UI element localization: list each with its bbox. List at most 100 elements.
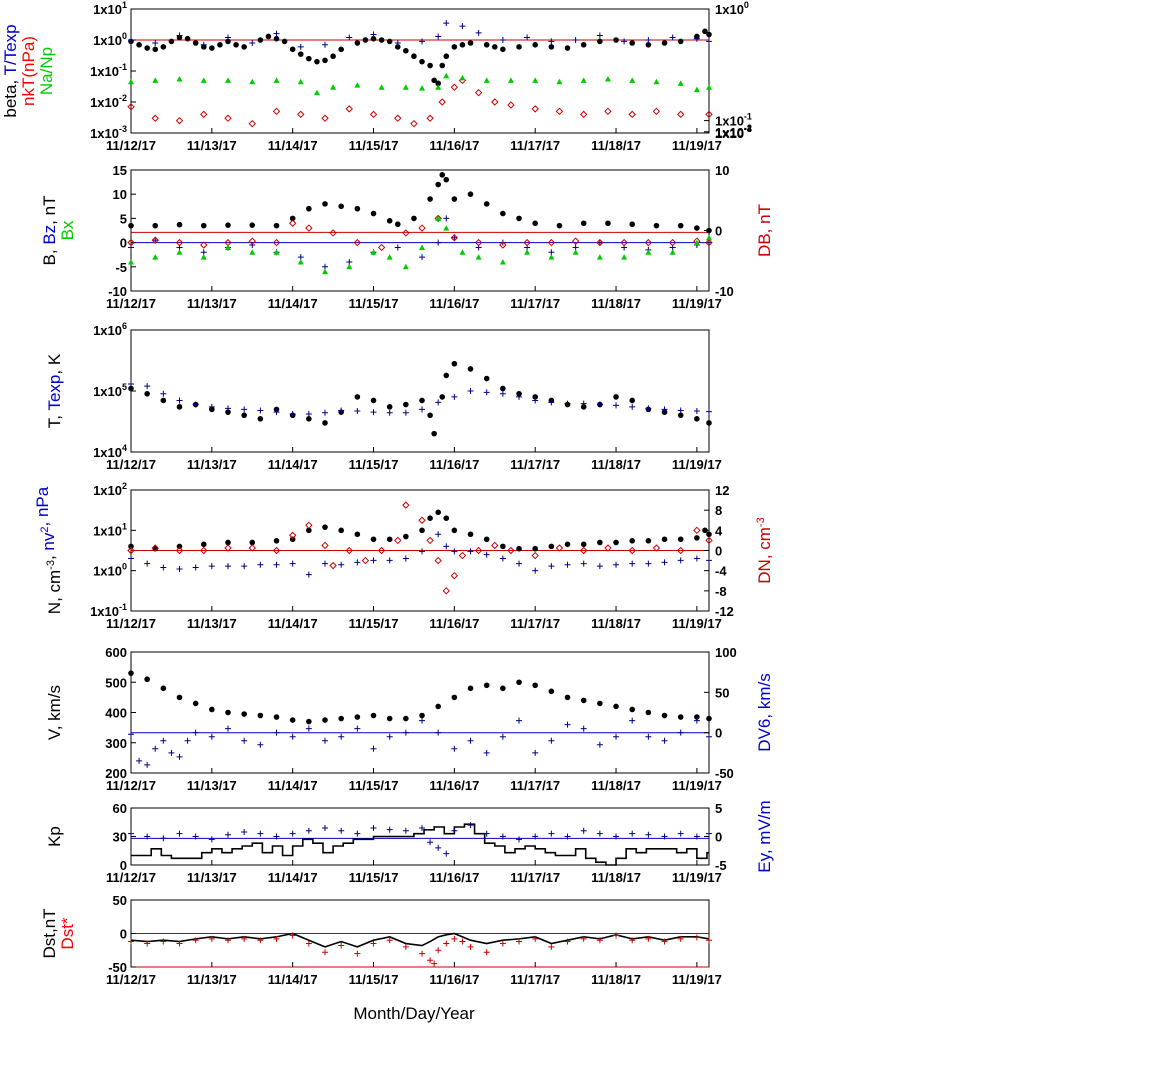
- x-tick-label: 11/15/17: [349, 972, 399, 987]
- data-point: [160, 397, 167, 404]
- y-axis-label: B, Bz, nT: [40, 196, 59, 266]
- data-point: [556, 78, 563, 85]
- data-point: [225, 709, 231, 716]
- data-point: [225, 405, 232, 412]
- data-point: [241, 935, 248, 942]
- data-point: [475, 29, 482, 36]
- x-tick-label: 11/12/17: [106, 296, 156, 311]
- data-point: [532, 394, 538, 400]
- y-tick-label: -5: [115, 260, 127, 275]
- data-point: [499, 390, 506, 397]
- data-point: [693, 526, 701, 535]
- data-point: [289, 536, 296, 543]
- data-point: [645, 935, 652, 942]
- y2-tick-label: 0: [715, 726, 722, 741]
- series-t: [128, 360, 712, 437]
- y2-tick-label: 1x10-2: [715, 123, 752, 140]
- data-point: [272, 546, 281, 555]
- data-point: [176, 397, 183, 404]
- y-tick-label: 1x100: [93, 31, 127, 48]
- data-point: [168, 38, 175, 45]
- data-point: [160, 390, 167, 397]
- data-point: [451, 694, 458, 701]
- data-point: [427, 196, 433, 202]
- x-tick-label: 11/14/17: [268, 870, 318, 885]
- data-point: [208, 733, 215, 740]
- y2-tick-label: 0: [715, 224, 722, 239]
- data-point: [192, 729, 199, 736]
- data-point: [305, 410, 312, 417]
- x-tick-label: 11/19/17: [672, 296, 722, 311]
- data-point: [257, 937, 264, 944]
- data-point: [338, 715, 344, 722]
- data-point: [322, 268, 329, 275]
- data-point: [661, 938, 668, 945]
- data-point: [322, 41, 329, 48]
- data-point: [338, 827, 345, 834]
- data-point: [564, 45, 571, 51]
- data-point: [411, 215, 417, 222]
- data-point: [645, 42, 652, 48]
- data-point: [370, 249, 377, 255]
- data-point: [604, 544, 612, 552]
- data-point: [208, 836, 215, 843]
- data-point: [580, 404, 587, 410]
- data-point: [706, 84, 712, 90]
- data-point: [176, 694, 183, 701]
- y-tick-label: 30: [113, 830, 127, 845]
- data-point: [225, 725, 232, 732]
- x-tick-label: 11/12/17: [106, 870, 156, 885]
- data-point: [176, 221, 183, 228]
- data-point: [451, 827, 458, 834]
- data-point: [402, 827, 409, 834]
- data-point: [443, 53, 450, 60]
- data-point: [321, 541, 329, 550]
- data-point: [450, 83, 459, 91]
- series-n: [128, 509, 712, 552]
- data-point: [435, 729, 442, 736]
- data-point: [144, 45, 150, 51]
- x-tick-label: 11/19/17: [672, 972, 722, 987]
- data-point: [241, 406, 248, 413]
- data-point: [248, 237, 256, 245]
- data-point: [322, 201, 328, 207]
- data-point: [613, 37, 619, 43]
- data-point: [248, 119, 256, 128]
- data-point: [516, 679, 522, 686]
- data-point: [431, 77, 437, 84]
- data-point: [555, 544, 564, 552]
- x-tick-label: 11/13/17: [187, 138, 237, 153]
- data-point: [418, 516, 426, 524]
- data-point: [225, 222, 231, 228]
- y-tick-label: 0: [120, 927, 127, 942]
- data-point: [450, 234, 459, 242]
- data-point: [676, 110, 685, 119]
- data-point: [483, 682, 490, 689]
- data-point: [378, 84, 385, 90]
- y2-axis-label-part: DV6, km/s: [755, 673, 774, 751]
- data-point: [499, 241, 507, 249]
- data-point: [200, 222, 207, 229]
- data-point: [419, 406, 426, 413]
- data-point: [629, 937, 636, 944]
- panel-5: 11/12/17 11/13/17 11/14/17 11/15/17 11/16/17…: [45, 645, 774, 793]
- data-point: [419, 527, 425, 534]
- y-tick-label: 300: [105, 736, 127, 751]
- data-point: [483, 77, 490, 83]
- data-point: [208, 935, 215, 942]
- data-point: [693, 555, 700, 562]
- data-point: [548, 830, 555, 837]
- y-tick-exponent: 0: [122, 31, 127, 41]
- y2-axis-label-part: Ey, mV/m: [755, 800, 774, 872]
- x-tick-label: 11/16/17: [429, 870, 479, 885]
- data-point: [427, 957, 434, 964]
- data-point: [151, 236, 159, 244]
- data-point: [426, 114, 434, 122]
- data-point: [160, 44, 167, 50]
- data-point: [451, 196, 458, 202]
- y-tick-exponent: -2: [119, 93, 127, 103]
- x-tick-label: 11/13/17: [187, 457, 237, 472]
- x-tick-label: 11/18/17: [591, 972, 641, 987]
- data-point: [435, 531, 442, 538]
- y-tick-exponent: -1: [119, 602, 127, 612]
